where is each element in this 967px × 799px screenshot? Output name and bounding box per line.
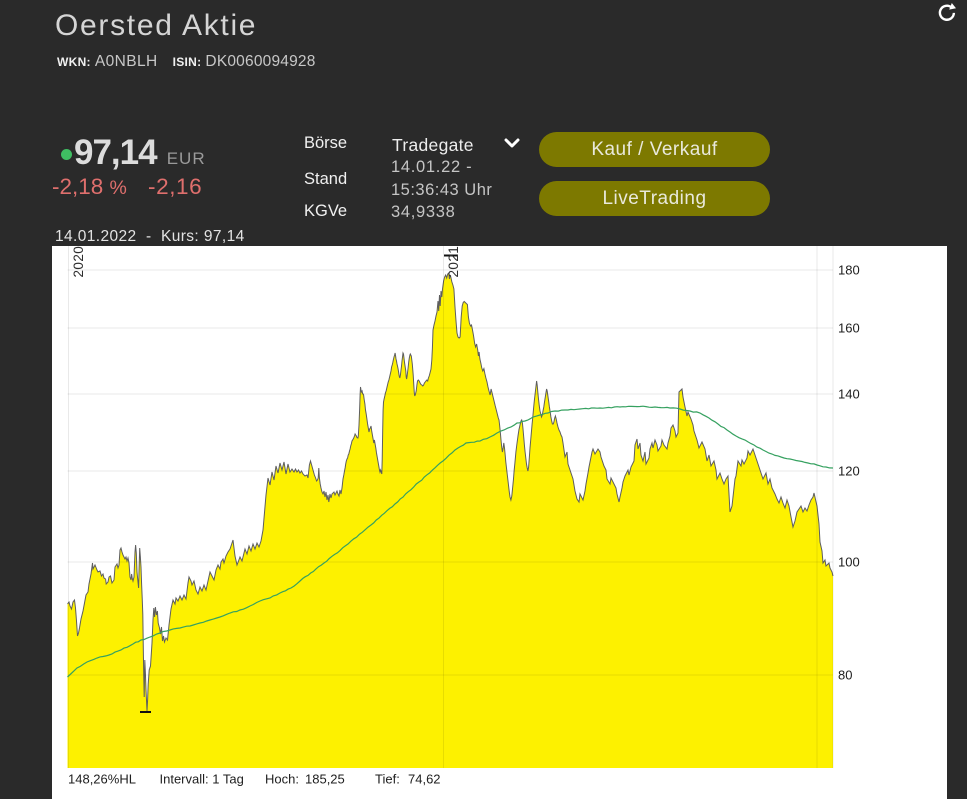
svg-text:160: 160 — [838, 321, 860, 336]
svg-text:140: 140 — [838, 387, 860, 402]
svg-text:148,26%HL: 148,26%HL — [68, 772, 136, 787]
svg-text:100: 100 — [838, 555, 860, 570]
svg-text:2021: 2021 — [446, 246, 461, 278]
svg-text:Hoch:: Hoch: — [265, 772, 299, 787]
svg-text:Tief:: Tief: — [375, 772, 400, 787]
svg-text:74,62: 74,62 — [408, 772, 441, 787]
svg-text:180: 180 — [838, 263, 860, 278]
svg-text:80: 80 — [838, 668, 852, 683]
svg-text:Intervall: 1 Tag: Intervall: 1 Tag — [160, 772, 244, 787]
svg-text:185,25: 185,25 — [305, 772, 345, 787]
svg-text:2020: 2020 — [71, 246, 86, 278]
svg-text:120: 120 — [838, 464, 860, 479]
